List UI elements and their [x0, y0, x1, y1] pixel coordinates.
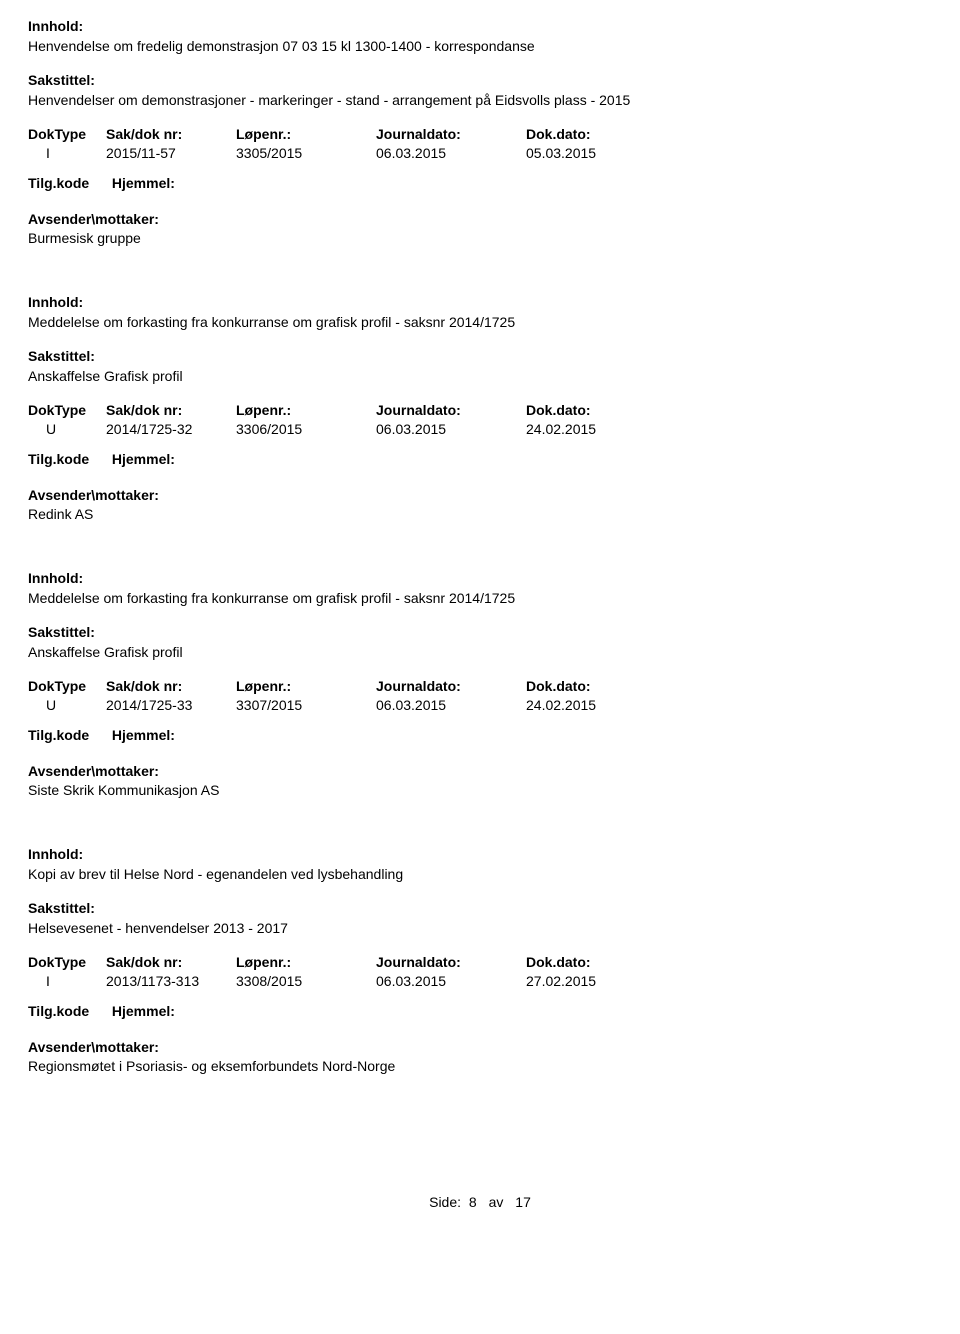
avsender-value: Regionsmøtet i Psoriasis- og eksemforbun…: [28, 1058, 932, 1074]
value-journaldato: 06.03.2015: [376, 421, 526, 437]
avsender-label: Avsender\mottaker:: [28, 211, 932, 227]
footer-label: Side:: [429, 1194, 461, 1210]
data-value-row: U 2014/1725-33 3307/2015 06.03.2015 24.0…: [28, 697, 932, 713]
innhold-text: Henvendelse om fredelig demonstrasjon 07…: [28, 38, 932, 54]
value-doktype: U: [28, 421, 106, 437]
header-journaldato: Journaldato:: [376, 402, 526, 418]
sakstittel-text: Helsevesenet - henvendelser 2013 - 2017: [28, 920, 932, 936]
sakstittel-text: Anskaffelse Grafisk profil: [28, 368, 932, 384]
header-dokdato: Dok.dato:: [526, 126, 666, 142]
tilgkode-label: Tilg.kode: [28, 451, 108, 467]
value-lopenr: 3308/2015: [236, 973, 376, 989]
header-lopenr: Løpenr.:: [236, 954, 376, 970]
value-lopenr: 3307/2015: [236, 697, 376, 713]
journal-record: Innhold: Meddelelse om forkasting fra ko…: [28, 570, 932, 798]
value-dokdato: 24.02.2015: [526, 697, 666, 713]
hjemmel-label: Hjemmel:: [112, 1003, 175, 1019]
header-doktype: DokType: [28, 126, 106, 142]
value-journaldato: 06.03.2015: [376, 973, 526, 989]
journal-record: Innhold: Meddelelse om forkasting fra ko…: [28, 294, 932, 522]
data-value-row: I 2015/11-57 3305/2015 06.03.2015 05.03.…: [28, 145, 932, 161]
value-saknr: 2013/1173-313: [106, 973, 236, 989]
innhold-text: Kopi av brev til Helse Nord - egenandele…: [28, 866, 932, 882]
sakstittel-label: Sakstittel:: [28, 72, 932, 88]
header-dokdato: Dok.dato:: [526, 678, 666, 694]
tilgkode-row: Tilg.kode Hjemmel:: [28, 451, 932, 467]
header-saknr: Sak/dok nr:: [106, 126, 236, 142]
header-doktype: DokType: [28, 954, 106, 970]
value-saknr: 2014/1725-32: [106, 421, 236, 437]
header-dokdato: Dok.dato:: [526, 402, 666, 418]
value-doktype: I: [28, 145, 106, 161]
avsender-value: Burmesisk gruppe: [28, 230, 932, 246]
header-saknr: Sak/dok nr:: [106, 678, 236, 694]
data-header-row: DokType Sak/dok nr: Løpenr.: Journaldato…: [28, 402, 932, 418]
avsender-label: Avsender\mottaker:: [28, 1039, 932, 1055]
header-journaldato: Journaldato:: [376, 954, 526, 970]
tilgkode-row: Tilg.kode Hjemmel:: [28, 1003, 932, 1019]
innhold-label: Innhold:: [28, 846, 932, 862]
hjemmel-label: Hjemmel:: [112, 175, 175, 191]
header-dokdato: Dok.dato:: [526, 954, 666, 970]
value-journaldato: 06.03.2015: [376, 697, 526, 713]
data-header-row: DokType Sak/dok nr: Løpenr.: Journaldato…: [28, 678, 932, 694]
journal-record: Innhold: Henvendelse om fredelig demonst…: [28, 18, 932, 246]
tilgkode-label: Tilg.kode: [28, 727, 108, 743]
hjemmel-label: Hjemmel:: [112, 727, 175, 743]
data-header-row: DokType Sak/dok nr: Løpenr.: Journaldato…: [28, 954, 932, 970]
innhold-text: Meddelelse om forkasting fra konkurranse…: [28, 590, 932, 606]
value-lopenr: 3305/2015: [236, 145, 376, 161]
tilgkode-row: Tilg.kode Hjemmel:: [28, 727, 932, 743]
footer-page: 8: [469, 1194, 477, 1210]
page-footer: Side: 8 av 17: [28, 1194, 932, 1210]
value-saknr: 2015/11-57: [106, 145, 236, 161]
header-lopenr: Løpenr.:: [236, 126, 376, 142]
value-saknr: 2014/1725-33: [106, 697, 236, 713]
sakstittel-label: Sakstittel:: [28, 624, 932, 640]
avsender-label: Avsender\mottaker:: [28, 487, 932, 503]
tilgkode-label: Tilg.kode: [28, 175, 108, 191]
tilgkode-label: Tilg.kode: [28, 1003, 108, 1019]
avsender-label: Avsender\mottaker:: [28, 763, 932, 779]
innhold-label: Innhold:: [28, 18, 932, 34]
value-dokdato: 27.02.2015: [526, 973, 666, 989]
header-journaldato: Journaldato:: [376, 126, 526, 142]
tilgkode-row: Tilg.kode Hjemmel:: [28, 175, 932, 191]
header-lopenr: Løpenr.:: [236, 678, 376, 694]
value-doktype: I: [28, 973, 106, 989]
innhold-label: Innhold:: [28, 570, 932, 586]
data-value-row: I 2013/1173-313 3308/2015 06.03.2015 27.…: [28, 973, 932, 989]
header-lopenr: Løpenr.:: [236, 402, 376, 418]
header-doktype: DokType: [28, 402, 106, 418]
value-doktype: U: [28, 697, 106, 713]
value-dokdato: 24.02.2015: [526, 421, 666, 437]
value-journaldato: 06.03.2015: [376, 145, 526, 161]
data-header-row: DokType Sak/dok nr: Løpenr.: Journaldato…: [28, 126, 932, 142]
avsender-value: Siste Skrik Kommunikasjon AS: [28, 782, 932, 798]
header-saknr: Sak/dok nr:: [106, 402, 236, 418]
journal-record: Innhold: Kopi av brev til Helse Nord - e…: [28, 846, 932, 1074]
sakstittel-label: Sakstittel:: [28, 348, 932, 364]
value-lopenr: 3306/2015: [236, 421, 376, 437]
innhold-text: Meddelelse om forkasting fra konkurranse…: [28, 314, 932, 330]
sakstittel-text: Anskaffelse Grafisk profil: [28, 644, 932, 660]
header-journaldato: Journaldato:: [376, 678, 526, 694]
sakstittel-label: Sakstittel:: [28, 900, 932, 916]
footer-total: 17: [515, 1194, 531, 1210]
header-doktype: DokType: [28, 678, 106, 694]
innhold-label: Innhold:: [28, 294, 932, 310]
value-dokdato: 05.03.2015: [526, 145, 666, 161]
avsender-value: Redink AS: [28, 506, 932, 522]
data-value-row: U 2014/1725-32 3306/2015 06.03.2015 24.0…: [28, 421, 932, 437]
footer-of: av: [489, 1194, 504, 1210]
hjemmel-label: Hjemmel:: [112, 451, 175, 467]
sakstittel-text: Henvendelser om demonstrasjoner - marker…: [28, 92, 932, 108]
header-saknr: Sak/dok nr:: [106, 954, 236, 970]
